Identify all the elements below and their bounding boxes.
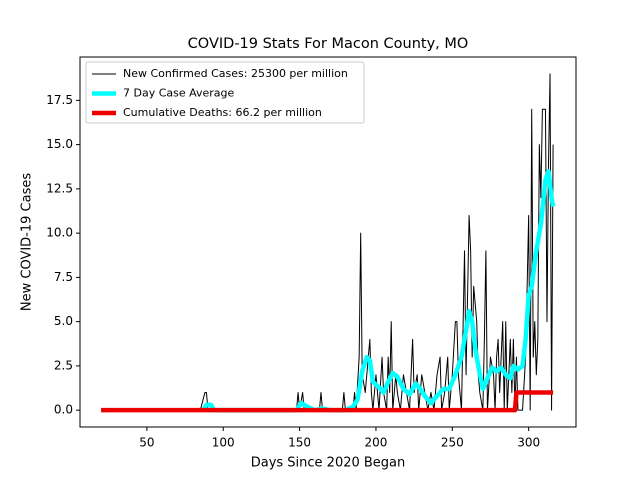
y-tick-label: 10.0 — [46, 226, 73, 240]
y-tick-label: 7.5 — [54, 270, 73, 284]
y-tick-label: 17.5 — [46, 93, 73, 107]
series-line — [199, 73, 554, 411]
legend-label: 7 Day Case Average — [123, 87, 235, 100]
x-tick-label: 300 — [517, 436, 540, 450]
x-tick-label: 250 — [441, 436, 464, 450]
y-tick-label: 2.5 — [54, 358, 73, 372]
y-tick-label: 12.5 — [46, 181, 73, 195]
x-tick-label: 100 — [212, 436, 235, 450]
y-tick-label: 0.0 — [54, 403, 73, 417]
legend-label: Cumulative Deaths: 66.2 per million — [123, 106, 322, 119]
plot-frame — [79, 56, 577, 428]
chart-title: COVID-19 Stats For Macon County, MO — [188, 36, 469, 52]
legend-label: New Confirmed Cases: 25300 per million — [123, 67, 348, 80]
legend-box — [85, 61, 365, 124]
x-tick-label: 150 — [288, 436, 311, 450]
y-tick-label: 5.0 — [54, 314, 73, 328]
x-axis-label: Days Since 2020 Began — [251, 456, 406, 471]
y-axis-label: New COVID-19 Cases — [20, 173, 35, 311]
series-line — [101, 390, 554, 413]
x-tick-label: 200 — [364, 436, 387, 450]
x-tick-label: 50 — [139, 436, 154, 450]
y-tick-label: 15.0 — [46, 137, 73, 151]
